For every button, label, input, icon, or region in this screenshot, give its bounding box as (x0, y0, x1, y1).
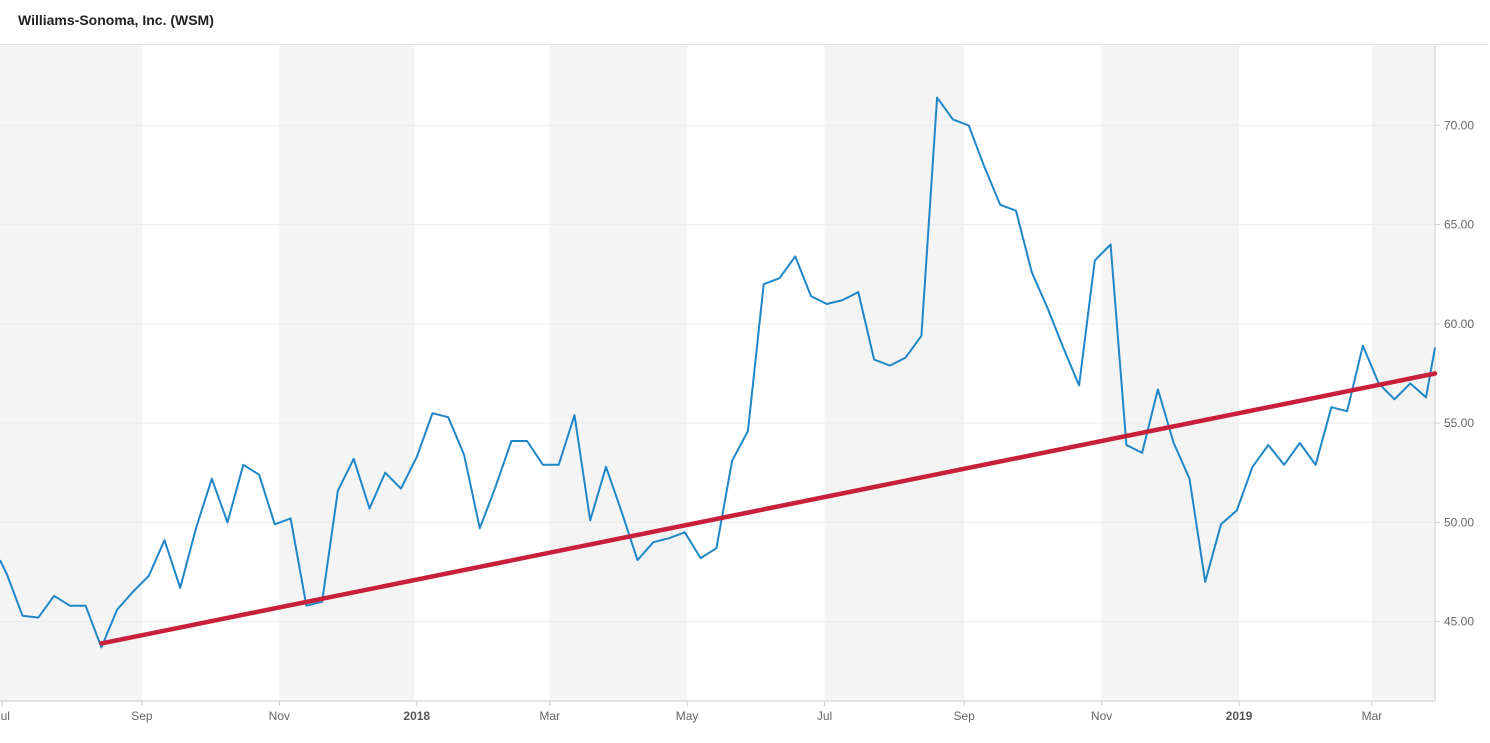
shaded-band (549, 46, 688, 701)
shaded-band (824, 46, 965, 701)
trendline (99, 371, 1438, 646)
title-divider (0, 44, 1488, 45)
x-tick-label: Sep (131, 709, 153, 723)
y-axis-ticks: 45.00 50.00 55.00 60.00 65.00 70.00 (1435, 118, 1474, 629)
shaded-bands (0, 46, 1435, 701)
shaded-band (0, 46, 142, 701)
x-tick-label: Jul (817, 709, 832, 723)
x-tick-label: Sep (953, 709, 975, 723)
y-tick-label: 65.00 (1444, 218, 1474, 232)
x-tick-label: 2018 (403, 709, 430, 723)
series-layer (0, 96, 1436, 649)
annotation-layer (99, 371, 1438, 646)
y-tick-label: 60.00 (1444, 317, 1474, 331)
x-tick-label: Mar (1362, 709, 1383, 723)
y-tick-label: 70.00 (1444, 118, 1474, 132)
shaded-band (1101, 46, 1240, 701)
chart-title: Williams-Sonoma, Inc. (WSM) (18, 12, 214, 28)
x-axis-ticks: Jul Sep Nov 2018 Mar May Jul Sep Nov 2019 Mar (0, 701, 1382, 723)
x-tick-label: May (676, 709, 699, 723)
y-tick-label: 55.00 (1444, 416, 1474, 430)
y-tick-label: 45.00 (1444, 615, 1474, 629)
x-tick-label: Mar (539, 709, 560, 723)
x-tick-label: Nov (269, 709, 290, 723)
x-tick-label: 2019 (1226, 709, 1253, 723)
x-tick-label: Jul (0, 709, 10, 723)
y-tick-label: 50.00 (1444, 515, 1474, 529)
x-tick-label: Nov (1091, 709, 1112, 723)
